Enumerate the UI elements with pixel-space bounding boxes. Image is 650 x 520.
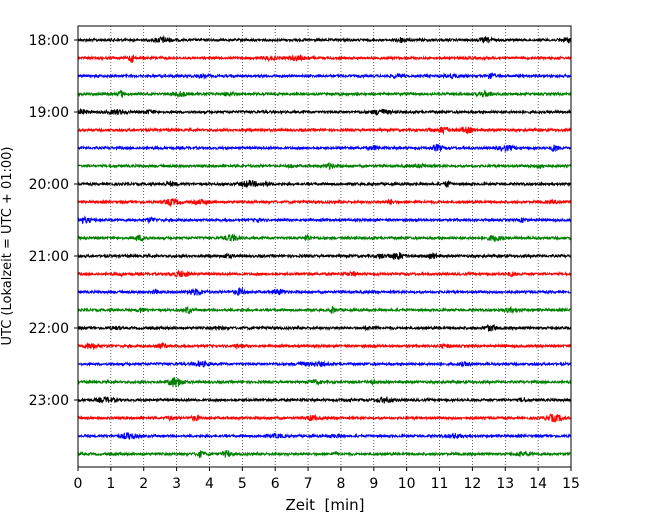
trace-2200 bbox=[77, 323, 572, 332]
trace-1815 bbox=[77, 53, 572, 63]
trace-1845 bbox=[77, 88, 572, 99]
x-tick-label: 12 bbox=[463, 476, 481, 492]
x-tick-label: 13 bbox=[496, 476, 514, 492]
x-tick-label: 8 bbox=[336, 476, 345, 492]
y-tick-label: 22:00 bbox=[29, 321, 69, 337]
trace-2330 bbox=[77, 431, 572, 440]
trace-2300 bbox=[77, 396, 572, 404]
x-tick-label: 2 bbox=[139, 476, 148, 492]
x-tick-label: 0 bbox=[74, 476, 83, 492]
x-tick-label: 10 bbox=[398, 476, 416, 492]
trace-2015 bbox=[77, 197, 572, 208]
trace-2045 bbox=[77, 232, 572, 243]
y-tick-label: 18:00 bbox=[29, 33, 69, 49]
x-tick-label: 9 bbox=[369, 476, 378, 492]
y-tick-label: 23:00 bbox=[29, 393, 69, 409]
y-axis-ticks: 18:00 19:00 20:00 21:00 22:00 23:00 bbox=[29, 33, 78, 409]
x-tick-label: 15 bbox=[562, 476, 580, 492]
y-tick-label: 19:00 bbox=[29, 105, 69, 121]
y-axis-label: UTC (Lokalzeit = UTC + 01:00) bbox=[0, 147, 15, 346]
trace-2315 bbox=[77, 412, 572, 423]
trace-1830 bbox=[77, 72, 572, 80]
trace-2245 bbox=[77, 377, 572, 388]
x-tick-label: 11 bbox=[431, 476, 449, 492]
x-tick-label: 5 bbox=[238, 476, 247, 492]
y-tick-label: 21:00 bbox=[29, 249, 69, 265]
trace-1900 bbox=[77, 107, 572, 116]
trace-1945 bbox=[77, 162, 572, 170]
x-tick-label: 4 bbox=[205, 476, 214, 492]
trace-2130 bbox=[77, 286, 572, 297]
y-tick-label: 20:00 bbox=[29, 177, 69, 193]
trace-1800 bbox=[77, 34, 572, 44]
trace-2100 bbox=[77, 252, 572, 261]
trace-2145 bbox=[77, 305, 572, 315]
x-axis-ticks: 0 1 2 3 4 5 6 7 8 9 10 11 12 13 14 15 bbox=[74, 467, 580, 492]
plot-frame bbox=[77, 25, 572, 468]
trace-2230 bbox=[77, 359, 572, 368]
trace-1915 bbox=[77, 126, 572, 135]
x-tick-label: 6 bbox=[271, 476, 280, 492]
trace-1930 bbox=[77, 143, 572, 153]
x-tick-label: 14 bbox=[529, 476, 547, 492]
x-tick-label: 3 bbox=[172, 476, 181, 492]
trace-2000 bbox=[77, 179, 572, 189]
x-axis-label: Zeit [min] bbox=[285, 496, 364, 514]
x-tick-label: 1 bbox=[106, 476, 115, 492]
trace-2345 bbox=[77, 450, 572, 459]
trace-2215 bbox=[77, 341, 572, 351]
x-tick-label: 7 bbox=[304, 476, 313, 492]
trace-2030 bbox=[77, 215, 572, 225]
trace-2115 bbox=[77, 269, 572, 279]
seismic-traces bbox=[77, 34, 572, 459]
